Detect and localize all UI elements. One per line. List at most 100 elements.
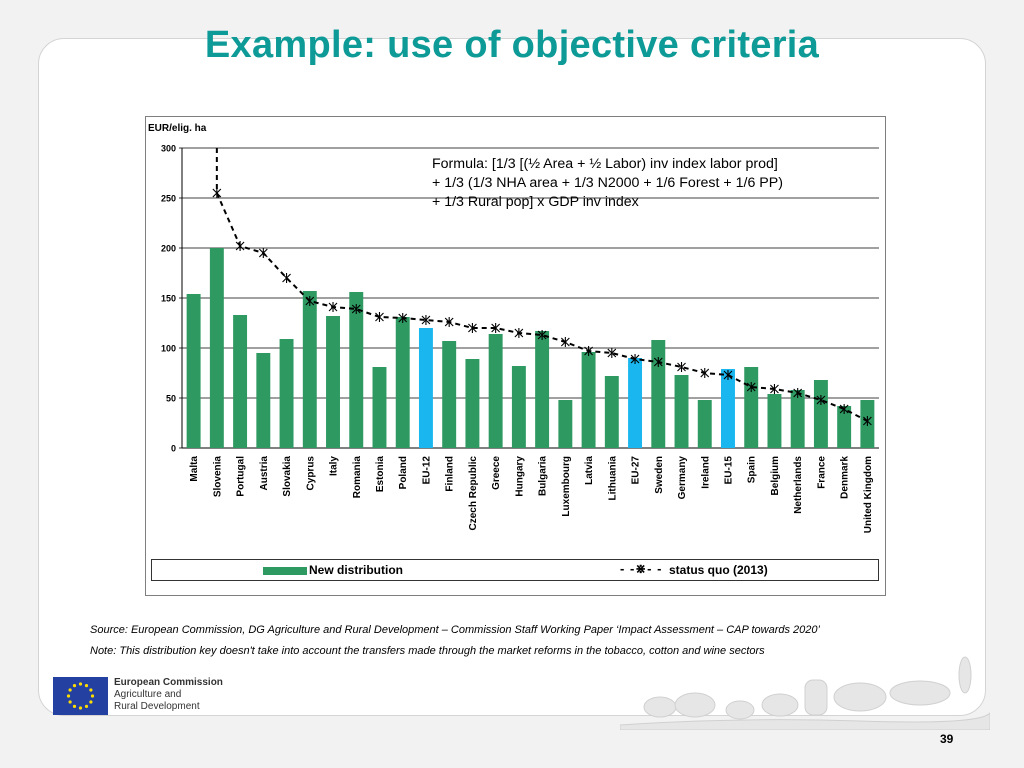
status-quo-marker [793, 388, 803, 398]
formula-annotation: Formula: [1/3 [(½ Area + ½ Labor) inv in… [432, 155, 872, 212]
x-tick-label: United Kingdom [863, 456, 874, 533]
x-tick-label: Greece [491, 456, 502, 490]
x-tick-label: France [816, 456, 827, 489]
bar-belgium [767, 394, 782, 448]
bar-luxembourg [558, 400, 573, 448]
status-quo-marker [421, 315, 431, 325]
status-quo-marker [839, 404, 849, 414]
status-quo-marker [700, 368, 710, 378]
bar-lithuania [604, 376, 619, 448]
x-tick-label: EU-15 [723, 456, 734, 485]
status-quo-marker [491, 323, 501, 333]
x-tick-label: Netherlands [793, 456, 804, 514]
x-tick-label: Luxembourg [561, 456, 572, 517]
y-tick-label: 0 [171, 444, 176, 454]
y-tick-label: 50 [166, 394, 176, 404]
bar-eu-12 [418, 328, 433, 448]
x-tick-label: Denmark [840, 456, 851, 499]
x-tick-label: Germany [677, 456, 688, 500]
x-tick-label: Spain [747, 456, 758, 483]
status-quo-marker [258, 248, 268, 258]
logo-line-3: Rural Development [114, 701, 200, 712]
logo-text: European Commission Agriculture and Rura… [114, 677, 223, 713]
logo-line-1: European Commission [114, 677, 223, 688]
bar-finland [442, 341, 457, 448]
bar-hungary [511, 366, 526, 448]
x-tick-label: EU-12 [421, 456, 432, 485]
bar-malta [186, 294, 201, 448]
x-tick-label: Cyprus [305, 456, 316, 491]
bar-romania [349, 292, 364, 448]
status-quo-line [215, 192, 868, 422]
chart-legend: New distribution - -⋇- - status quo (201… [151, 559, 879, 581]
status-quo-marker [212, 188, 222, 198]
status-quo-marker [584, 346, 593, 356]
x-tick-label: Austria [259, 456, 270, 491]
status-quo-marker [444, 317, 454, 327]
bar-eu-15 [721, 369, 735, 448]
legend-bar-label: New distribution [309, 563, 403, 577]
status-quo-marker [351, 304, 361, 314]
status-quo-marker [375, 312, 384, 322]
y-tick-label: 200 [161, 244, 176, 254]
bar-portugal [233, 315, 248, 448]
legend-line-label: status quo (2013) [669, 563, 768, 577]
x-tick-label: Ireland [700, 456, 711, 489]
farm-animals-decoration [620, 656, 990, 730]
y-tick-label: 300 [161, 144, 176, 154]
bar-slovakia [279, 339, 294, 448]
chart-area: 0 50 100 150 200 250 300 EUR/elig. ha Malta Slove… [145, 116, 886, 596]
x-tick-label: Belgium [770, 456, 781, 496]
bar-poland [395, 317, 410, 448]
bar-eu-27 [628, 358, 643, 448]
status-quo-marker [677, 362, 686, 372]
bar-latvia [581, 352, 596, 448]
x-tick-label: Poland [398, 456, 409, 489]
x-tick-label: Romania [352, 456, 363, 499]
y-tick-label: 100 [161, 344, 176, 354]
status-quo-marker [468, 323, 477, 333]
status-quo-marker [746, 382, 756, 392]
bar-bulgaria [535, 331, 550, 448]
eu-flag-logo [53, 677, 108, 715]
note-text: Note: This distribution key doesn't take… [90, 645, 765, 657]
status-quo-marker [560, 337, 570, 347]
x-tick-label: EU-27 [631, 456, 642, 485]
x-tick-label: Finland [445, 456, 456, 492]
bar-sweden [651, 340, 666, 448]
bar-cyprus [302, 291, 317, 448]
status-quo-marker [770, 384, 779, 394]
logo-line-2: Agriculture and [114, 689, 182, 700]
formula-line-1: Formula: [1/3 [(½ Area + ½ Labor) inv in… [432, 156, 778, 172]
status-quo-marker [235, 241, 245, 251]
bar-slovenia [209, 248, 224, 448]
x-tick-label: Lithuania [607, 456, 618, 501]
legend-bar-swatch [263, 567, 307, 575]
y-axis-label: EUR/elig. ha [148, 123, 207, 134]
source-text: Source: European Commission, DG Agricult… [90, 624, 820, 636]
status-quo-marker [607, 348, 617, 358]
status-quo-marker [653, 357, 663, 367]
bar-spain [744, 367, 759, 448]
bar-france [813, 380, 828, 448]
chart-svg: 0 50 100 150 200 250 300 EUR/elig. ha Malta Slove… [148, 123, 879, 533]
y-tick-label: 150 [161, 294, 176, 304]
status-quo-marker [537, 330, 547, 340]
legend-line-symbol: - -⋇- - [620, 561, 663, 576]
x-tick-label: Czech Republic [468, 456, 479, 531]
x-tick-label: Malta [189, 456, 200, 482]
slide-title: Example: use of objective criteria [204, 24, 820, 66]
x-tick-label: Italy [329, 456, 340, 476]
x-tick-label: Portugal [236, 456, 247, 497]
status-quo-marker [630, 354, 640, 364]
bar-germany [674, 375, 689, 448]
page-number: 39 [940, 732, 954, 746]
status-quo-marker [282, 273, 291, 283]
bar-ireland [697, 400, 712, 448]
bar-czech-republic [465, 359, 480, 448]
status-quo-marker [816, 395, 826, 405]
bar-netherlands [790, 390, 805, 448]
x-tick-label: Hungary [514, 456, 525, 497]
formula-line-3: + 1/3 Rural pop] x GDP inv index [432, 194, 639, 210]
x-tick-label: Sweden [654, 456, 665, 494]
